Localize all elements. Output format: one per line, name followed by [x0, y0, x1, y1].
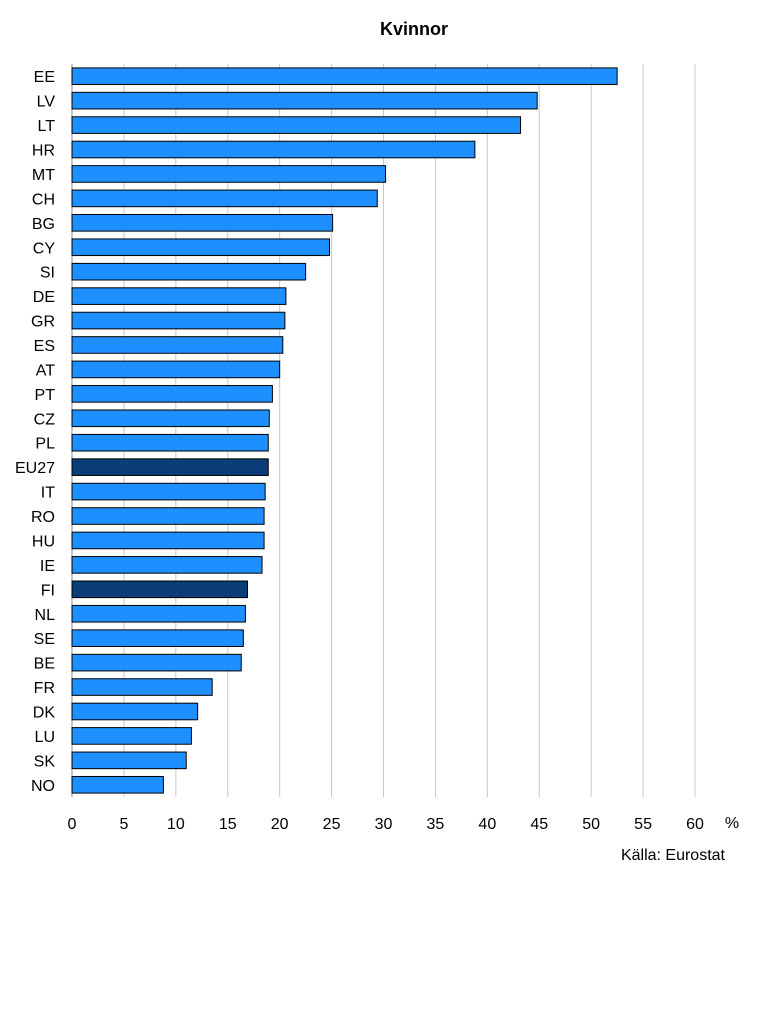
bar-bg: [71, 214, 334, 232]
category-label-nl: NL: [35, 607, 56, 624]
category-label-fi: FI: [41, 582, 55, 599]
bar-si: [71, 262, 307, 281]
bar-at: [71, 360, 281, 379]
bar-dk: [71, 702, 199, 721]
x-tick-label: 30: [375, 816, 393, 833]
bar-nl: [71, 604, 246, 623]
chart-title: Kvinnor: [380, 19, 448, 39]
category-label-si: SI: [40, 265, 55, 282]
bar-cz: [71, 409, 270, 428]
category-label-no: NO: [31, 778, 55, 795]
category-label-cz: CZ: [34, 411, 56, 428]
category-label-se: SE: [34, 631, 55, 648]
category-label-bg: BG: [32, 216, 55, 233]
bars: [71, 67, 618, 794]
bar-hr: [71, 140, 476, 159]
x-tick-label: 50: [582, 816, 600, 833]
bar-fi: [71, 580, 248, 599]
category-label-ie: IE: [40, 558, 55, 575]
category-label-de: DE: [33, 289, 55, 306]
bar-es: [71, 336, 284, 354]
bar-ch: [71, 189, 378, 208]
x-axis-unit: %: [725, 815, 739, 832]
x-tick-label: 10: [167, 816, 185, 833]
bar-fr: [71, 678, 213, 696]
x-tick-label: 40: [478, 816, 496, 833]
bar-lv: [71, 91, 538, 110]
category-labels: EE LV LT HR MT CH BG CY SI DE GR ES AT PT CZ PL EU27 IT RO…: [15, 69, 55, 795]
x-tick-label: 0: [68, 816, 77, 833]
x-tick-label: 5: [119, 816, 128, 833]
category-label-at: AT: [36, 362, 55, 379]
category-label-cy: CY: [33, 240, 56, 257]
category-label-ee: EE: [34, 69, 55, 86]
bar-be: [71, 653, 242, 672]
x-tick-label: 25: [323, 816, 341, 833]
category-label-be: BE: [34, 656, 55, 673]
bar-cy: [71, 238, 331, 257]
bar-pl: [71, 433, 269, 452]
x-tick-label: 45: [530, 816, 548, 833]
category-label-sk: SK: [34, 753, 56, 770]
bar-it: [71, 482, 266, 501]
bar-lu: [71, 727, 192, 745]
gridlines: [71, 64, 696, 797]
category-label-lv: LV: [37, 94, 56, 111]
category-label-it: IT: [41, 485, 55, 502]
category-label-dk: DK: [33, 704, 56, 721]
category-label-mt: MT: [32, 167, 55, 184]
x-tick-label: 20: [271, 816, 289, 833]
category-label-eu27: EU27: [15, 460, 55, 477]
x-tick-label: 35: [427, 816, 445, 833]
category-label-fr: FR: [34, 680, 55, 697]
bar-ie: [71, 556, 263, 574]
bar-se: [71, 629, 244, 647]
category-label-hu: HU: [32, 533, 55, 550]
category-label-hr: HR: [32, 143, 55, 160]
category-label-pl: PL: [35, 436, 55, 453]
x-tick-label: 55: [634, 816, 652, 833]
category-label-pt: PT: [35, 387, 56, 404]
bar-mt: [71, 165, 387, 183]
category-label-lt: LT: [38, 118, 56, 135]
x-tick-label: 60: [686, 816, 704, 833]
category-label-lu: LU: [35, 729, 55, 746]
bar-lt: [71, 116, 522, 134]
bar-gr: [71, 311, 286, 330]
bar-eu27: [71, 458, 269, 476]
bar-ee: [71, 67, 618, 86]
source-note: Källa: Eurostat: [621, 847, 726, 864]
category-label-ro: RO: [31, 509, 55, 526]
category-label-ch: CH: [32, 191, 55, 208]
bar-sk: [71, 751, 187, 770]
x-tick-label: 15: [219, 816, 237, 833]
bar-ro: [71, 507, 265, 525]
bar-de: [71, 287, 287, 305]
category-label-gr: GR: [31, 314, 55, 331]
bar-hu: [71, 531, 265, 550]
bar-pt: [71, 385, 273, 403]
x-axis-ticks: 0 5 10 15 20 25 30 35 40 45 50 55 60: [68, 816, 704, 833]
bar-no: [71, 775, 164, 794]
category-label-es: ES: [34, 338, 55, 355]
